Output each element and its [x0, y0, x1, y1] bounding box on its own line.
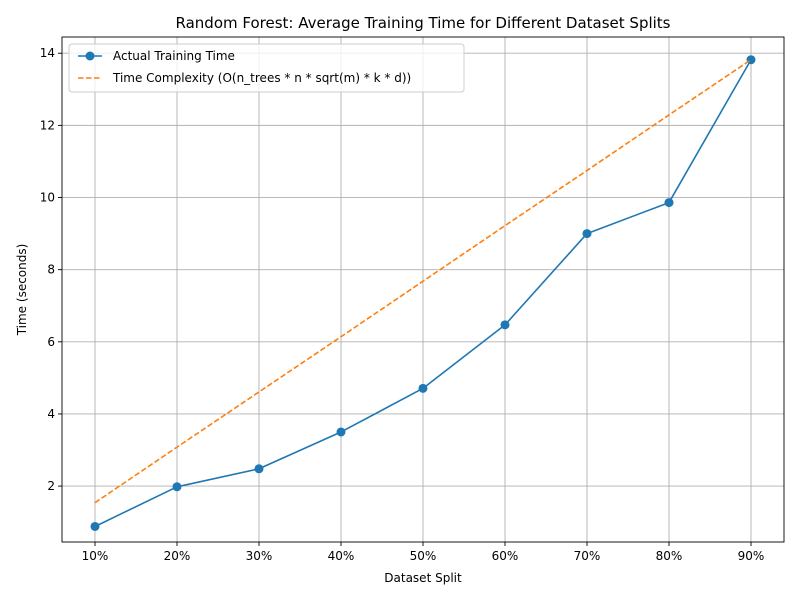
chart-title: Random Forest: Average Training Time for… [176, 14, 671, 32]
x-tick-label: 10% [82, 549, 109, 563]
data-point [172, 482, 182, 492]
data-point [582, 229, 592, 239]
data-point [418, 383, 428, 393]
data-point [664, 198, 674, 208]
y-tick-label: 8 [47, 263, 55, 277]
grid [62, 37, 784, 542]
y-axis-label: Time (seconds) [15, 244, 29, 337]
y-tick-label: 4 [47, 407, 55, 421]
x-axis-label: Dataset Split [384, 571, 462, 585]
y-axis: 2 4 6 8 10 12 14 [40, 46, 62, 493]
series-line-time-complexity [94, 59, 752, 504]
legend: Actual Training Time Time Complexity (O(… [68, 43, 465, 93]
y-tick-label: 10 [40, 191, 55, 205]
legend-label-complexity: Time Complexity (O(n_trees * n * sqrt(m)… [112, 71, 411, 85]
x-tick-label: 60% [492, 549, 519, 563]
y-tick-label: 12 [40, 118, 55, 132]
legend-box [68, 43, 465, 93]
data-point [336, 427, 346, 437]
x-tick-label: 30% [246, 549, 273, 563]
x-tick-label: 70% [574, 549, 601, 563]
y-tick-label: 14 [40, 46, 55, 60]
y-tick-label: 2 [47, 479, 55, 493]
x-tick-label: 90% [738, 549, 765, 563]
x-tick-label: 50% [410, 549, 437, 563]
x-tick-label: 80% [656, 549, 683, 563]
data-point [746, 55, 756, 65]
plot-area [90, 55, 756, 531]
x-tick-label: 40% [328, 549, 355, 563]
data-point [90, 521, 100, 531]
data-point [500, 320, 510, 330]
data-point [254, 464, 264, 474]
legend-marker-actual [85, 51, 95, 61]
legend-label-actual: Actual Training Time [113, 49, 235, 63]
x-tick-label: 20% [164, 549, 191, 563]
x-axis: 10% 20% 30% 40% 50% 60% 70% 80% 90% [82, 542, 765, 563]
y-tick-label: 6 [47, 335, 55, 349]
